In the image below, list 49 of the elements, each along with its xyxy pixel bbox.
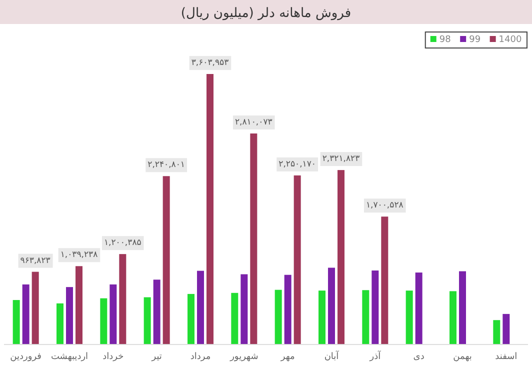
bar	[459, 271, 466, 344]
bar	[328, 268, 335, 344]
bar	[294, 175, 301, 344]
bar	[450, 291, 456, 344]
bar	[284, 274, 292, 344]
bar	[502, 314, 510, 344]
bar	[110, 284, 117, 344]
bar	[415, 272, 422, 344]
x-tick-label: اسفند	[495, 352, 518, 362]
bar	[100, 298, 108, 344]
bar	[144, 297, 151, 344]
x-tick-label: بهمن	[453, 352, 472, 362]
bar	[22, 284, 30, 344]
bar	[162, 176, 170, 344]
bar	[76, 266, 82, 344]
bar	[12, 300, 20, 344]
legend-label: 99	[469, 35, 481, 45]
bar	[153, 280, 160, 344]
bar	[56, 303, 64, 344]
bar	[32, 272, 39, 344]
x-tick-label: خرداد	[102, 352, 124, 362]
bar	[119, 254, 126, 344]
bar	[66, 287, 73, 344]
bar	[362, 290, 370, 344]
bar	[274, 290, 282, 344]
x-tick-label: فروردین	[10, 352, 42, 362]
x-tick-label: دی	[413, 352, 424, 362]
x-tick-label: اردیبهشت	[50, 352, 88, 362]
bar	[372, 270, 379, 344]
x-tick-label: شهریور	[229, 352, 258, 362]
bar	[381, 216, 388, 344]
bar	[338, 170, 344, 344]
bar	[197, 270, 204, 344]
x-tick-label: آبان	[324, 350, 340, 362]
bar	[493, 320, 500, 344]
bar	[188, 294, 194, 344]
bar	[406, 290, 413, 344]
legend-label: 1400	[498, 35, 522, 45]
bar	[318, 290, 326, 344]
bar	[231, 292, 238, 344]
bar	[206, 74, 214, 344]
bar	[240, 274, 248, 344]
x-tick-label: مرداد	[190, 352, 211, 362]
x-tick-label: مهر	[280, 352, 295, 362]
bar	[250, 133, 258, 344]
legend-label: 98	[439, 35, 452, 45]
x-tick-label: آذر	[368, 350, 382, 362]
x-tick-label: تیر	[150, 352, 162, 362]
chart-title: فروش ماهانه دلر (میلیون ریال)	[180, 6, 352, 21]
